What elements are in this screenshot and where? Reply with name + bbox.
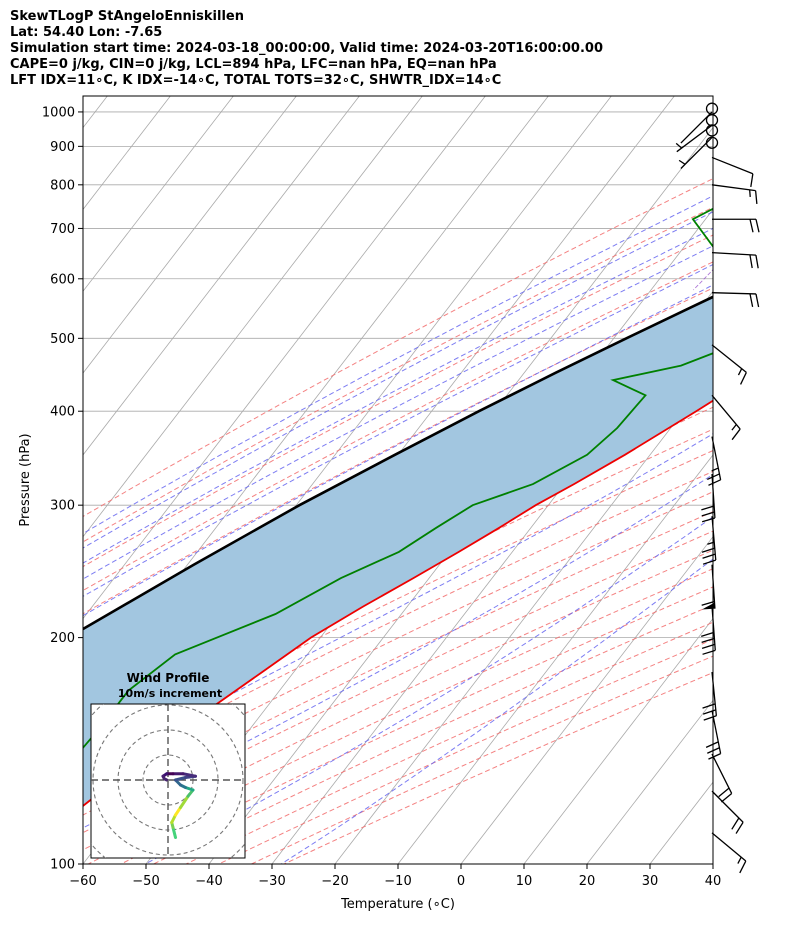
dry-adiabat-line [83, 261, 713, 592]
dry-adiabat-line [83, 530, 713, 834]
x-tick-label: 20 [579, 874, 596, 889]
header-indices-cape: CAPE=0 j/kg, CIN=0 j/kg, LCL=894 hPa, LF… [10, 57, 497, 72]
isotherm-line [83, 96, 423, 538]
x-tick-label: 0 [457, 874, 465, 889]
hodograph-segment [162, 777, 169, 782]
y-tick-label: 900 [50, 140, 75, 155]
hodograph-segment [179, 794, 190, 809]
header-times: Simulation start time: 2024-03-18_00:00:… [10, 41, 603, 56]
isotherm-line [83, 96, 549, 702]
x-tick-label: −10 [384, 874, 411, 889]
isotherm-line [586, 699, 713, 864]
y-tick-label: 800 [50, 178, 75, 193]
wind-barb [711, 156, 754, 188]
isotherm-line [712, 863, 713, 864]
hodograph-segment [171, 826, 177, 839]
hodograph-segment [181, 772, 197, 778]
header-location: Lat: 54.40 Lon: -7.65 [10, 25, 163, 40]
x-tick-label: 10 [516, 874, 533, 889]
calm-wind-circle [705, 124, 719, 137]
isotherm-line [83, 96, 360, 456]
dry-adiabat-line [83, 206, 713, 543]
x-tick-label: −40 [195, 874, 222, 889]
y-tick-label: 1000 [42, 105, 75, 120]
y-tick-label: 300 [50, 499, 75, 514]
isotherm-line [83, 96, 234, 292]
hodograph-segment [174, 806, 182, 817]
x-tick-label: −60 [69, 874, 96, 889]
calm-wind-circle [705, 136, 719, 149]
wind-barb [711, 394, 741, 441]
isotherm-line [460, 536, 713, 864]
moist-adiabat-line [83, 263, 713, 597]
y-tick-label: 400 [50, 405, 75, 420]
y-axis-label: Pressure (hPa) [18, 433, 33, 526]
header-indices-lifted: LFT IDX=11∘C, K IDX=-14∘C, TOTAL TOTS=32… [10, 73, 502, 88]
x-tick-label: 40 [705, 874, 722, 889]
hodograph-inset: Wind Profile 10m/s increment [90, 671, 246, 859]
moist-adiabat-line [83, 473, 713, 829]
moist-adiabat-line [83, 245, 713, 580]
isotherm-line [334, 372, 713, 864]
isotherm-line [83, 96, 486, 620]
wind-barb [711, 832, 747, 874]
wind-barb [712, 218, 760, 233]
x-tick-label: −20 [321, 874, 348, 889]
dry-adiabat-line [83, 178, 713, 518]
wind-barb [707, 436, 722, 486]
wind-barb [711, 753, 733, 803]
y-tick-label: 700 [50, 222, 75, 237]
hodograph-segment [174, 776, 187, 782]
isotherm-line [776, 96, 794, 864]
isotherm-line [523, 617, 713, 864]
y-tick-label: 500 [50, 332, 75, 347]
axes: −60 −50 −40 −30 −20 −10 0 10 20 30 40 100 200 300 400 5… [42, 105, 721, 889]
parcel-path-line [83, 295, 713, 631]
y-tick-label: 200 [50, 631, 75, 646]
wind-barb [711, 251, 759, 269]
dry-adiabat-line [83, 234, 713, 568]
isotherm-line [83, 96, 297, 374]
wind-barb [702, 671, 718, 721]
y-tick-label: 600 [50, 272, 75, 287]
x-axis-label: Temperature (∘C) [340, 897, 455, 912]
wind-barbs [675, 102, 760, 874]
isotherm-line [649, 781, 713, 864]
wind-barb [711, 344, 747, 385]
moist-adiabat-line [83, 211, 713, 549]
calm-wind-circle [705, 114, 719, 127]
dry-adiabat-line [83, 511, 713, 816]
temperature-line [83, 399, 713, 808]
hodograph-title: Wind Profile [127, 671, 210, 685]
moist-adiabat-line [83, 284, 713, 617]
wind-barb [711, 292, 760, 308]
x-tick-label: −30 [258, 874, 285, 889]
y-tick-label: 100 [50, 858, 75, 873]
mixing-ratio-line [755, 96, 794, 290]
header-title: SkewTLogP StAngeloEnniskillen [10, 9, 244, 24]
dry-adiabat-line [83, 491, 713, 798]
sounding-profiles [83, 207, 713, 808]
x-tick-label: 30 [642, 874, 659, 889]
x-tick-label: −50 [132, 874, 159, 889]
hodograph-subtitle: 10m/s increment [118, 687, 222, 700]
dewpoint-line [83, 207, 713, 750]
wind-barb [711, 790, 744, 834]
dry-adiabat-line [83, 470, 713, 780]
wind-barb [711, 184, 758, 204]
